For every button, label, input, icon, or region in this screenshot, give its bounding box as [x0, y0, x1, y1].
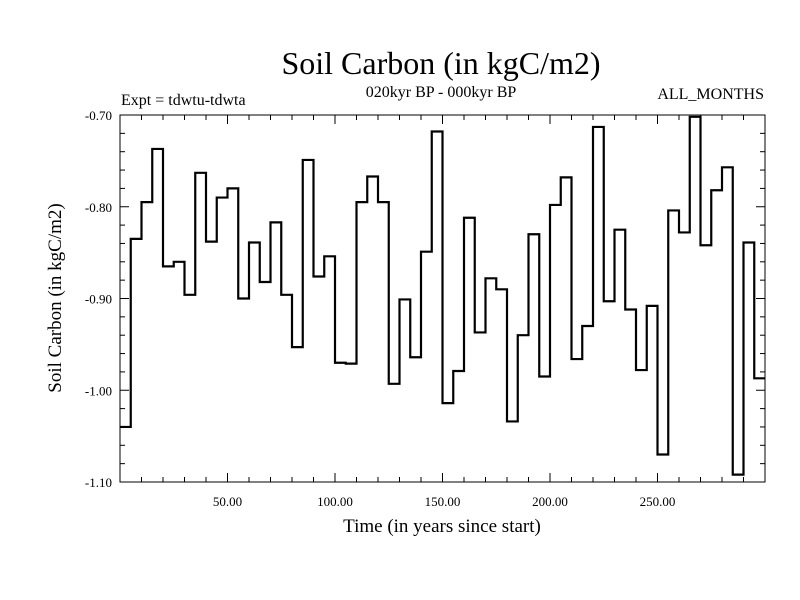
experiment-label: Expt = tdwtu-tdwta — [121, 92, 246, 109]
months-label: ALL_MONTHS — [657, 86, 764, 103]
y-axis-label: Soil Carbon (in kgC/m2) — [45, 203, 66, 392]
axis-tick-labels: 50.00 100.00 150.00 200.00 250.00 -0.70 -0.80 -… — [85, 108, 675, 509]
y-tick-label: -0.70 — [85, 108, 112, 123]
x-tick-label: 200.00 — [532, 494, 568, 509]
y-tick-label: -0.80 — [85, 200, 112, 215]
x-tick-label: 100.00 — [317, 494, 353, 509]
x-tick-label: 250.00 — [640, 494, 676, 509]
chart-title: Soil Carbon (in kgC/m2) — [281, 45, 600, 81]
axis-ticks — [120, 115, 765, 482]
series-line — [120, 115, 765, 476]
plot-frame — [119, 114, 766, 483]
chart-subtitle: 020kyr BP - 000kyr BP — [366, 84, 517, 101]
x-tick-label: 150.00 — [425, 494, 461, 509]
y-tick-label: -1.10 — [85, 475, 112, 490]
x-axis-label: Time (in years since start) — [343, 516, 541, 537]
y-tick-label: -0.90 — [85, 292, 112, 307]
x-tick-label: 50.00 — [213, 494, 242, 509]
y-tick-label: -1.00 — [85, 383, 112, 398]
